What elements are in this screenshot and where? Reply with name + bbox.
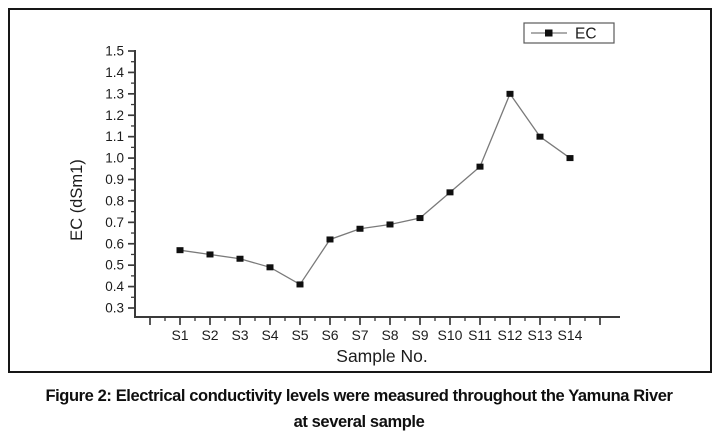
x-tick-label: S12 [498,327,523,343]
x-tick-label: S2 [201,327,218,343]
data-point [236,255,244,262]
y-tick-label: 1.4 [105,65,124,80]
x-tick-label: S11 [468,327,492,343]
x-tick-label: S8 [381,327,398,343]
legend-box [523,22,615,44]
data-point [506,90,514,97]
y-axis-title: EC (dSm1) [68,159,86,241]
x-tick-labels: S1 S2 S3 S4 S5 S6 S7 S8 S9 S10 S11 S12 S13 S14 [171,327,582,343]
figure-caption: Figure 2: Electrical conductivity levels… [0,383,718,435]
data-point [266,264,274,271]
legend-label: EC [575,26,597,43]
y-tick-label: 1.3 [105,86,124,101]
y-tick-labels: 0.3 0.4 0.5 0.6 0.7 0.8 0.9 1.0 1.1 1.2 1.3 1.4 1.5 [105,44,124,316]
x-tick-label: S13 [528,327,553,343]
y-tick-label: 1.5 [105,44,124,59]
data-markers [176,90,574,288]
x-tick-label: S10 [438,327,463,343]
data-line [179,92,571,286]
data-point [386,221,394,228]
caption-line-1: Figure 2: Electrical conductivity levels… [45,387,673,405]
x-axis-title: Sample No. [336,346,427,366]
x-ticks [149,317,601,325]
x-tick-label: S1 [171,327,188,343]
x-tick-label: S14 [558,327,583,343]
y-tick-label: 1.2 [105,108,124,123]
x-tick-label: S4 [261,327,278,343]
y-tick-label: 1.1 [105,129,124,144]
data-point [206,251,214,258]
legend: EC [523,22,615,44]
data-point [476,163,484,170]
data-point [356,225,364,232]
x-tick-label: S5 [291,327,308,343]
y-tick-label: 0.7 [105,215,124,230]
axes [134,50,620,318]
x-tick-label: S6 [321,327,338,343]
data-point [296,281,304,288]
y-tick-label: 1.0 [105,151,124,166]
y-tick-label: 0.8 [105,193,124,208]
x-tick-label: S7 [351,327,368,343]
caption-line-2: at several sample [293,413,425,431]
data-point [176,247,184,254]
y-tick-label: 0.3 [105,301,124,316]
y-tick-label: 0.4 [105,279,124,294]
y-ticks [128,50,135,309]
chart-svg: 0.3 0.4 0.5 0.6 0.7 0.8 0.9 1.0 1.1 1.2 1.3 1.4 1.5 S… [68,22,620,366]
data-point [446,189,454,196]
x-tick-label: S3 [231,327,248,343]
legend-marker [545,29,553,37]
x-tick-label: S9 [411,327,428,343]
data-point [416,215,424,222]
y-tick-label: 0.5 [105,258,124,273]
y-tick-label: 0.6 [105,236,124,251]
data-point [326,236,334,243]
chart-border-box: 0.3 0.4 0.5 0.6 0.7 0.8 0.9 1.0 1.1 1.2 1.3 1.4 1.5 S… [8,8,712,373]
data-point [566,155,574,162]
y-tick-label: 0.9 [105,172,124,187]
data-point [536,133,544,140]
